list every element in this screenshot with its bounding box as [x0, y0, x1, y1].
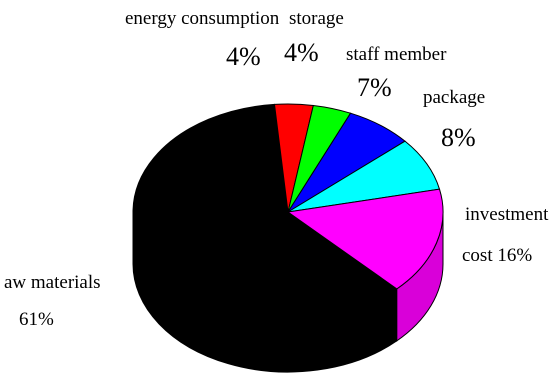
label-raw-materials-pct: 61% — [19, 309, 54, 330]
label-package-pct: 8% — [441, 123, 476, 152]
pie-slices — [132, 103, 444, 373]
label-raw-materials: aw materials — [4, 272, 101, 293]
label-storage: storage — [289, 8, 344, 29]
pie-slice-aw-materials — [132, 103, 398, 321]
label-package: package — [423, 87, 485, 108]
label-staff-member-pct: 7% — [357, 73, 392, 102]
label-investment-cost-pct: cost 16% — [462, 245, 532, 266]
label-energy-consumption-pct: 4% — [226, 42, 261, 71]
label-staff-member: staff member — [346, 44, 447, 65]
label-investment: investment — [465, 204, 549, 225]
pie-slice-investment-cost — [286, 188, 444, 290]
label-energy-consumption: energy consumption — [125, 8, 280, 29]
label-storage-pct: 4% — [284, 38, 319, 67]
